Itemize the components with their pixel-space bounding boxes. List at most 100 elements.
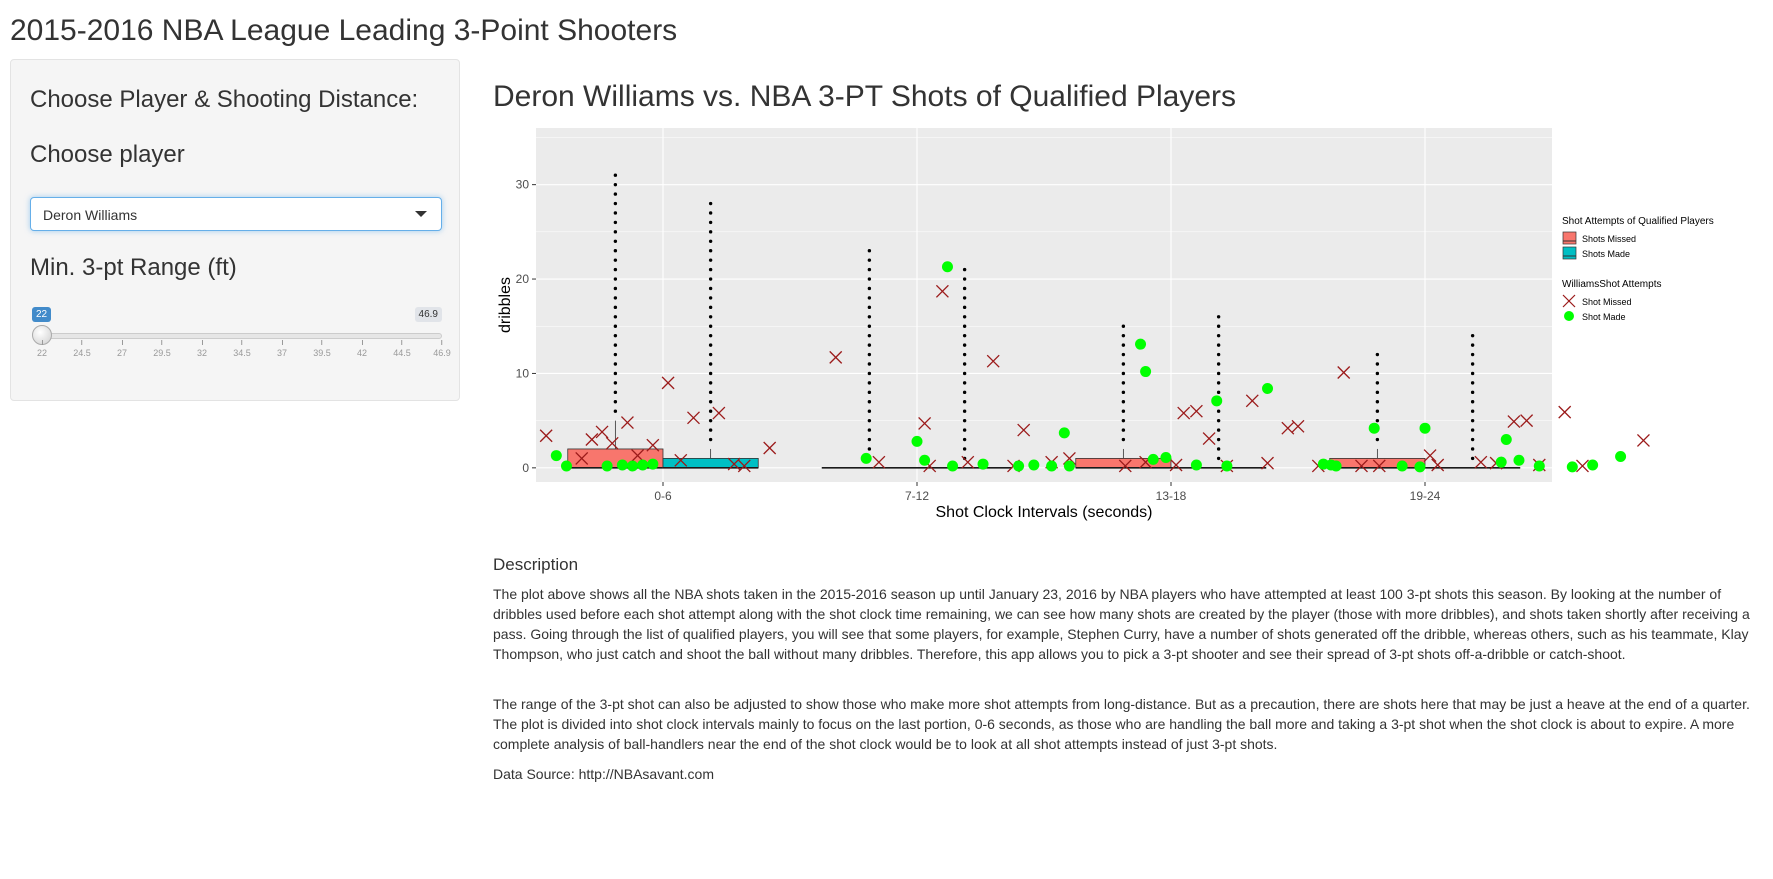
williams-missed-stroke xyxy=(585,433,599,446)
williams-missed-mark xyxy=(1189,404,1203,418)
outlier-point xyxy=(867,296,872,300)
outlier-point xyxy=(613,315,618,319)
outlier-point xyxy=(1375,409,1380,413)
outlier-point xyxy=(1470,362,1475,366)
slider-tick: 44.5 xyxy=(393,340,411,358)
outlier-point xyxy=(1470,333,1475,338)
outlier-point xyxy=(708,296,713,300)
outlier-point xyxy=(867,418,872,423)
williams-missed-mark xyxy=(595,425,609,439)
williams-missed-stroke xyxy=(986,354,1000,368)
data-source: Data Source: http://NBAsavant.com xyxy=(493,766,714,782)
app-title: 2015-2016 NBA League Leading 3-Point Sho… xyxy=(10,14,678,47)
range-slider[interactable]: 22 46.9 22 24.5 27 29.5 32 34.5 37 39.5 … xyxy=(30,307,451,367)
williams-made-point xyxy=(1414,461,1426,473)
slider-track[interactable] xyxy=(42,333,442,339)
williams-missed-stroke xyxy=(1261,456,1274,470)
williams-made-point xyxy=(1028,459,1040,471)
outlier-point xyxy=(962,277,967,281)
sidebar-panel: Choose Player & Shooting Distance: Choos… xyxy=(10,59,460,401)
player-select[interactable]: Deron Williams xyxy=(30,197,442,231)
williams-missed-mark xyxy=(986,354,1000,368)
williams-made-point xyxy=(1330,460,1342,472)
williams-missed-mark xyxy=(1431,458,1445,472)
legend-key-missed xyxy=(1562,294,1576,308)
player-select-value: Deron Williams xyxy=(43,207,138,223)
williams-made-point xyxy=(1500,434,1512,446)
outlier-point xyxy=(867,324,872,328)
slider-tick: 24.5 xyxy=(73,340,91,358)
williams-made-point xyxy=(1495,456,1507,468)
outlier-point xyxy=(613,409,618,413)
williams-missed-mark xyxy=(712,406,726,420)
williams-made-point xyxy=(941,261,953,273)
slider-tick: 42 xyxy=(357,340,367,358)
outlier-point xyxy=(708,220,713,225)
outlier-point xyxy=(708,418,713,423)
legend-key-stroke xyxy=(1562,294,1576,308)
outlier-point xyxy=(867,333,872,338)
williams-made-point xyxy=(647,458,659,470)
legend-key-box xyxy=(1562,246,1577,260)
chevron-down-icon[interactable] xyxy=(415,211,427,217)
williams-made-point xyxy=(637,459,649,471)
box-missed xyxy=(1329,457,1426,469)
outlier-point xyxy=(962,333,967,338)
outlier-point xyxy=(708,333,713,338)
legend-label: Shots Missed xyxy=(1582,234,1636,244)
williams-missed-mark xyxy=(1507,415,1521,429)
outlier-point xyxy=(1375,400,1380,404)
outlier-point xyxy=(1470,447,1475,451)
y-tick-label: 30 xyxy=(516,178,530,192)
outlier-point xyxy=(867,428,872,432)
williams-missed-mark xyxy=(1169,458,1183,472)
williams-made-point xyxy=(1058,427,1070,439)
williams-missed-mark xyxy=(646,438,660,452)
slider-value-label: 22 xyxy=(32,307,52,322)
outlier-point xyxy=(962,324,967,328)
outlier-point xyxy=(613,220,618,225)
williams-missed-stroke xyxy=(1372,459,1386,473)
outlier-point xyxy=(1470,371,1475,376)
williams-missed-stroke xyxy=(872,455,886,469)
slider-tick: 37 xyxy=(277,340,287,358)
williams-missed-stroke xyxy=(1520,414,1534,428)
williams-missed-mark xyxy=(1520,414,1534,428)
outlier-point xyxy=(708,277,713,281)
outlier-point xyxy=(1470,390,1475,395)
williams-missed-mark xyxy=(763,441,777,455)
range-label: Min. 3-pt Range (ft) xyxy=(30,254,237,281)
williams-missed-stroke xyxy=(539,429,553,443)
outlier-point xyxy=(708,201,713,206)
williams-missed-stroke xyxy=(1355,459,1368,473)
williams-missed-mark xyxy=(687,411,700,425)
outlier-point xyxy=(613,249,618,253)
williams-missed-stroke xyxy=(727,457,741,471)
williams-missed-stroke xyxy=(687,411,700,425)
williams-made-point xyxy=(860,452,872,464)
shot-chart: 0 10 20 30 0-6 7-12 13-18 19-24 Shot Clock Inter… xyxy=(497,128,1714,521)
outlier-point xyxy=(613,324,618,328)
outlier-point xyxy=(708,381,713,385)
williams-made-point xyxy=(1147,453,1159,465)
williams-made-point xyxy=(1190,459,1202,471)
williams-missed-stroke xyxy=(918,417,932,430)
williams-missed-mark xyxy=(1576,459,1589,473)
slider-tick: 32 xyxy=(197,340,207,358)
williams-made-point xyxy=(1013,460,1025,472)
williams-missed-mark xyxy=(829,350,843,364)
outlier-point xyxy=(867,437,872,442)
williams-missed-mark xyxy=(918,417,932,430)
williams-missed-mark xyxy=(1474,455,1488,469)
williams-missed-mark xyxy=(1017,423,1031,437)
outlier-point xyxy=(1216,324,1221,328)
outlier-point xyxy=(867,277,872,281)
outlier-point xyxy=(962,315,967,319)
williams-missed-stroke xyxy=(1202,432,1216,446)
outlier-point xyxy=(1121,390,1126,395)
williams-made-point xyxy=(1160,451,1172,463)
slider-tick: 22 xyxy=(37,340,47,358)
williams-made-point xyxy=(1221,460,1233,472)
williams-missed-stroke xyxy=(829,350,843,364)
williams-made-point xyxy=(550,450,562,462)
